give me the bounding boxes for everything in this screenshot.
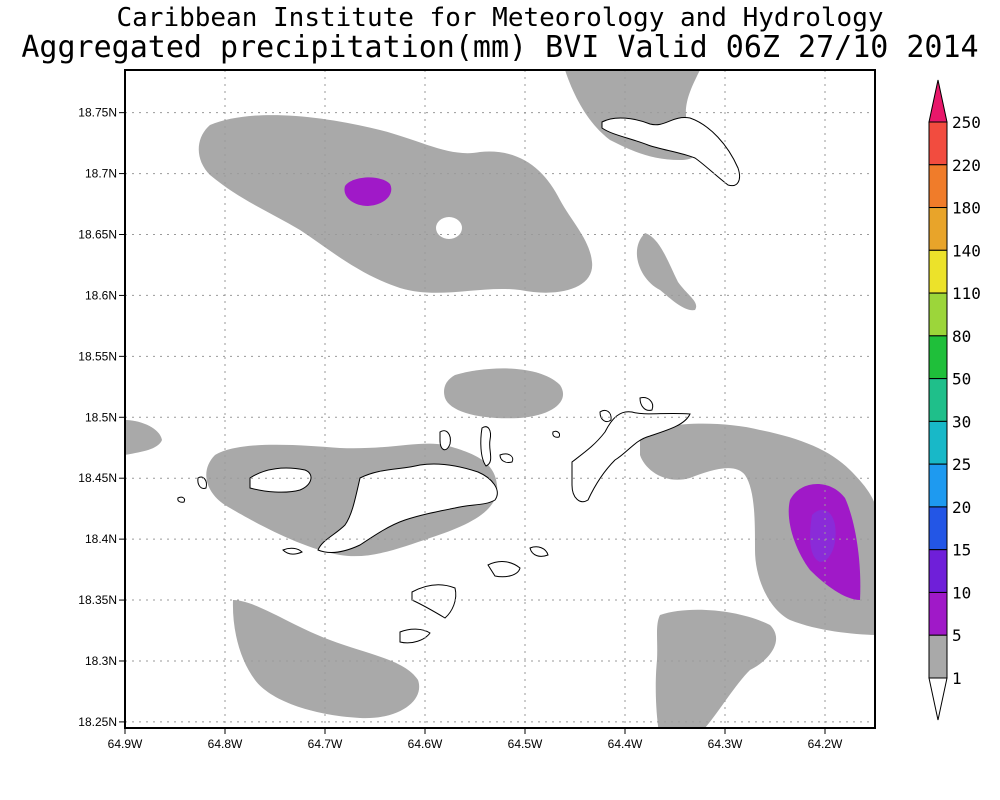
lon-tick-label: 64.5W <box>508 737 543 751</box>
colorbar-bin <box>928 420 948 465</box>
rain-area-southwest <box>232 600 420 719</box>
island-jost-van-dyke <box>249 467 312 493</box>
colorbar-label: 25 <box>952 455 971 474</box>
lon-tick-label: 64.2W <box>808 737 843 751</box>
colorbar-bin <box>928 207 948 251</box>
colorbar-label: 250 <box>952 113 981 132</box>
island-scrub <box>499 453 514 463</box>
colorbar-label: 1 <box>952 669 962 688</box>
rain-area-east-large <box>640 423 875 635</box>
colorbar-bin <box>928 506 948 551</box>
lat-tick-label: 18.6N <box>85 288 117 302</box>
colorbar-bin <box>928 463 948 508</box>
colorbar-min-arrow <box>928 677 948 721</box>
lat-tick-label: 18.7N <box>85 167 117 181</box>
island-guana <box>480 426 492 467</box>
colorbar-bin <box>928 378 948 422</box>
colorbar-bin <box>928 164 948 209</box>
rain-area-southeast <box>655 609 776 728</box>
latitude-axis: 18.75N 18.7N 18.65N 18.6N 18.55N 18.5N 18.45N 1… <box>78 106 125 729</box>
island-small-cay <box>177 496 185 503</box>
colorbar: 250 220 180 140 110 80 50 30 25 20 15 10 5 1 <box>928 79 981 721</box>
colorbar-label: 140 <box>952 241 981 260</box>
lon-tick-label: 64.8W <box>208 737 243 751</box>
island-ginger <box>529 546 549 557</box>
colorbar-label: 10 <box>952 583 971 602</box>
colorbar-max-arrow <box>928 79 948 123</box>
lat-tick-label: 18.55N <box>78 349 117 363</box>
colorbar-bin <box>928 335 948 380</box>
colorbar-label: 80 <box>952 327 971 346</box>
colorbar-bin <box>928 634 948 679</box>
colorbar-label: 15 <box>952 541 971 560</box>
lon-tick-label: 64.3W <box>708 737 743 751</box>
island-eustatia <box>639 397 654 411</box>
rain-area-small-east <box>636 233 697 311</box>
map-frame <box>124 69 876 729</box>
colorbar-label: 30 <box>952 412 971 431</box>
island-tortola <box>317 463 498 553</box>
rain-area-west-edge <box>125 420 162 455</box>
island-cooper <box>487 561 521 578</box>
lat-tick-label: 18.75N <box>78 106 117 120</box>
lat-tick-label: 18.3N <box>85 654 117 668</box>
colorbar-bin <box>928 549 948 593</box>
island-sandy-cay <box>197 476 207 489</box>
colorbar-label: 220 <box>952 156 981 175</box>
island-little-thatch <box>282 547 303 555</box>
colorbar-bin <box>928 121 948 166</box>
island-mosquito <box>599 409 612 423</box>
island-norman <box>399 628 431 644</box>
rain-core-east-inner <box>810 509 836 562</box>
colorbar-bin <box>928 249 948 294</box>
colorbar-label: 20 <box>952 498 971 517</box>
longitude-axis: 64.9W 64.8W 64.7W 64.6W 64.5W 64.4W 64.3W 64.2W <box>108 728 843 751</box>
lat-tick-label: 18.45N <box>78 471 117 485</box>
title-block: Caribbean Institute for Meteorology and … <box>0 4 1000 64</box>
title-institute: Caribbean Institute for Meteorology and … <box>116 3 884 33</box>
island-virgin-gorda <box>571 411 691 503</box>
island-anegada <box>601 117 741 187</box>
colorbar-label: 180 <box>952 199 981 218</box>
colorbar-label: 5 <box>952 626 962 645</box>
lat-tick-label: 18.35N <box>78 593 117 607</box>
rain-gap <box>436 217 462 239</box>
lon-tick-label: 64.7W <box>308 737 343 751</box>
colorbar-label: 110 <box>952 284 981 303</box>
colorbar-label: 50 <box>952 370 971 389</box>
lon-tick-label: 64.9W <box>108 737 143 751</box>
colorbar-bin <box>928 591 948 636</box>
island-great-camanoe <box>439 430 451 451</box>
island-small-rock <box>552 430 560 438</box>
lat-tick-label: 18.5N <box>85 410 117 424</box>
lat-tick-label: 18.25N <box>78 715 117 729</box>
lon-tick-label: 64.6W <box>408 737 443 751</box>
rain-area-north <box>198 115 593 293</box>
island-peter <box>411 584 457 619</box>
map-area <box>125 70 875 728</box>
rain-area-central-blob <box>444 368 564 419</box>
colorbar-bin <box>928 292 948 337</box>
rain-core-north <box>344 177 392 206</box>
lon-tick-label: 64.4W <box>608 737 643 751</box>
lat-tick-label: 18.4N <box>85 532 117 546</box>
title-product: Aggregated precipitation(mm) BVI Valid 0… <box>21 30 979 65</box>
lat-tick-label: 18.65N <box>78 228 117 242</box>
